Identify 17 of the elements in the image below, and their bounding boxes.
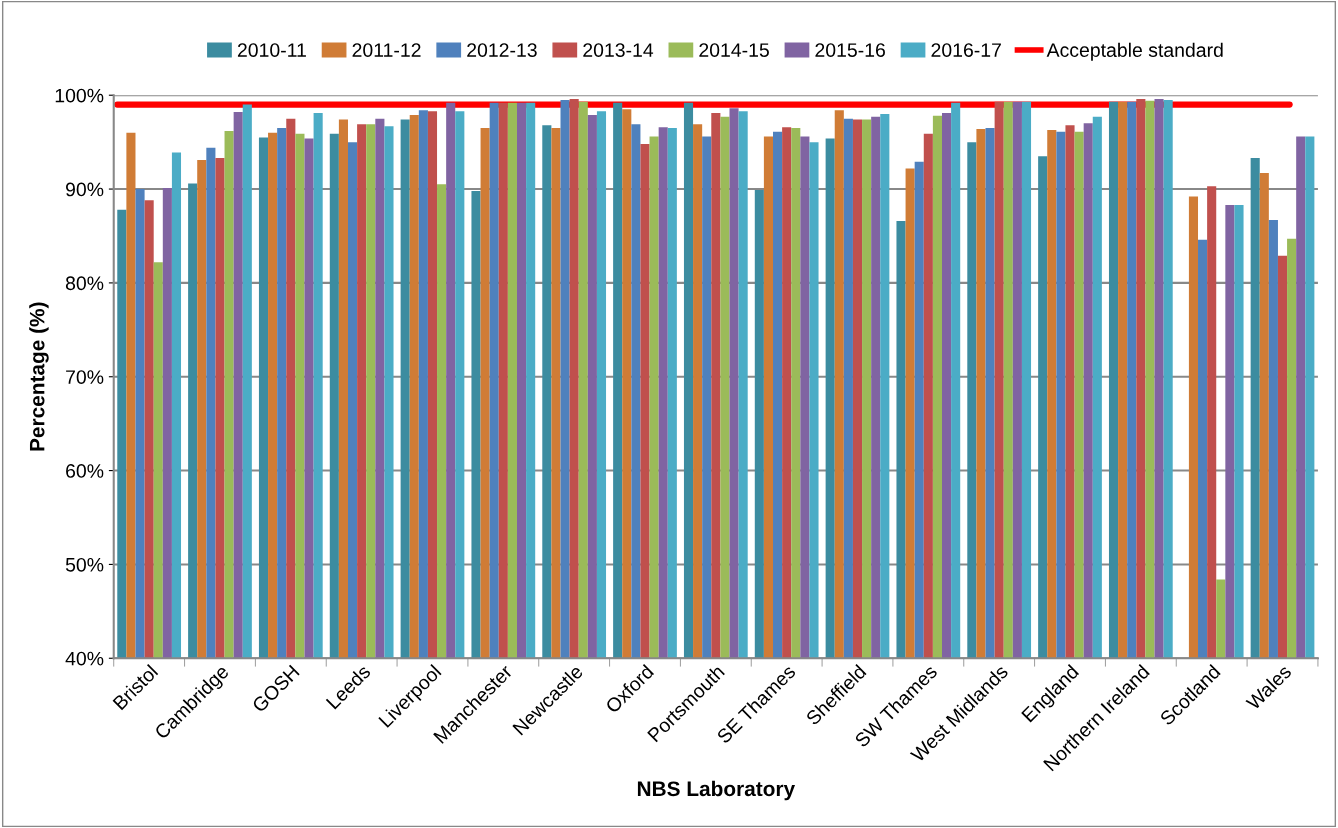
y-axis-title: Percentage (%) [29,302,49,451]
legend-label: 2012-13 [467,43,537,57]
y-tick-label: 90% [66,182,104,197]
y-tick-label: 60% [66,464,104,478]
legend-label: Acceptable standard [1046,42,1223,61]
legend-label: 2016-17 [931,43,1001,57]
legend-label: 2010-11 [237,43,306,57]
legend-label: 2011-12 [352,43,421,57]
legend-label: 2014-15 [699,43,769,57]
y-tick-label: 40% [65,651,104,666]
y-tick-label: 70% [66,370,104,384]
y-tick-label: 50% [65,557,104,572]
y-tick-label: 100% [55,88,104,103]
x-axis-title: NBS Laboratory [637,780,796,801]
legend-label: 2013-14 [583,43,654,57]
legend-label: 2015-16 [815,43,885,57]
y-tick-label: 80% [65,276,104,291]
